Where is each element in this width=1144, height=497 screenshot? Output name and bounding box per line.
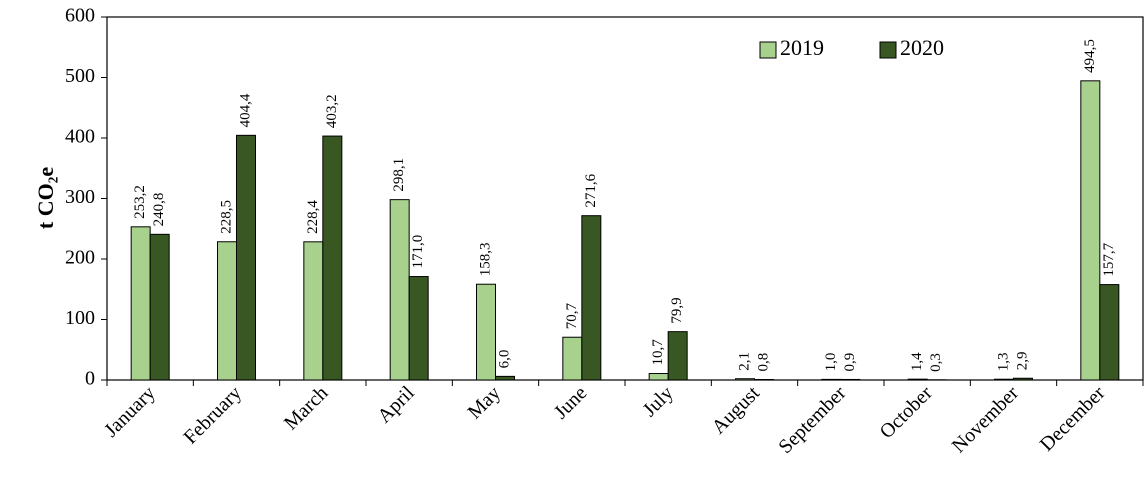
value-label: 1,4 — [909, 352, 925, 371]
value-label: 403,2 — [324, 94, 340, 128]
value-label: 1,0 — [823, 353, 839, 372]
bar — [562, 336, 583, 381]
value-label: 6,0 — [496, 350, 512, 369]
value-label: 228,5 — [218, 200, 234, 234]
value-label: 0,9 — [842, 353, 858, 372]
y-tick-label: 200 — [65, 247, 95, 269]
x-tick-label: September — [774, 382, 850, 458]
x-tick-label: December — [1036, 382, 1110, 456]
x-tick-label: August — [708, 382, 765, 439]
legend-label: 2019 — [780, 35, 824, 60]
bar — [994, 378, 1014, 381]
x-tick-label: October — [876, 382, 937, 443]
y-tick-label: 600 — [65, 5, 95, 27]
bar — [840, 378, 861, 381]
legend-swatch — [759, 41, 777, 59]
y-axis-label: t CO₂e — [33, 167, 58, 229]
bar — [1080, 80, 1101, 381]
value-label: 271,6 — [583, 173, 599, 207]
value-label: 494,5 — [1082, 39, 1098, 73]
y-tick-label: 0 — [85, 368, 95, 390]
value-label: 228,4 — [305, 200, 321, 234]
bar — [667, 331, 688, 381]
bar — [322, 135, 343, 381]
x-tick-label: January — [100, 382, 160, 442]
bar — [476, 283, 496, 381]
bar — [236, 134, 256, 381]
value-label: 10,7 — [650, 339, 666, 366]
y-tick-label: 500 — [65, 65, 95, 87]
value-label: 404,4 — [237, 93, 253, 127]
value-label: 171,0 — [410, 235, 426, 269]
value-label: 79,9 — [669, 297, 685, 323]
value-label: 240,8 — [151, 193, 167, 227]
bar — [907, 378, 928, 381]
bar — [389, 199, 410, 381]
value-label: 298,1 — [391, 158, 407, 192]
x-tick-label: July — [639, 382, 678, 421]
value-label: 1,3 — [995, 352, 1011, 371]
y-tick-label: 100 — [65, 307, 95, 329]
bar — [581, 215, 602, 381]
value-label: 0,3 — [928, 353, 944, 372]
bar — [495, 375, 515, 381]
legend-label: 2020 — [900, 35, 944, 60]
x-tick-label: May — [464, 382, 505, 423]
bar — [217, 241, 237, 381]
value-label: 2,9 — [1014, 351, 1030, 370]
legend-swatch — [879, 41, 897, 59]
value-label: 2,1 — [736, 352, 752, 371]
bar — [130, 226, 151, 381]
y-tick-label: 300 — [65, 186, 95, 208]
bar — [408, 276, 429, 381]
value-label: 157,7 — [1101, 242, 1117, 276]
value-label: 158,3 — [477, 242, 493, 276]
bar — [735, 378, 755, 381]
y-tick-label: 400 — [65, 126, 95, 148]
x-tick-label: November — [948, 382, 1023, 457]
plot-frame — [106, 16, 1144, 381]
x-tick-label: April — [373, 382, 419, 428]
x-tick-label: March — [280, 382, 332, 434]
bar — [149, 233, 170, 381]
bar — [303, 241, 324, 381]
value-label: 0,8 — [755, 353, 771, 372]
bar — [1099, 284, 1120, 381]
value-label: 253,2 — [132, 185, 148, 219]
x-tick-label: February — [179, 382, 246, 449]
value-label: 70,7 — [564, 302, 580, 329]
x-tick-label: June — [550, 382, 592, 424]
bar — [1013, 377, 1033, 381]
bar — [648, 373, 669, 381]
bar — [821, 378, 842, 381]
